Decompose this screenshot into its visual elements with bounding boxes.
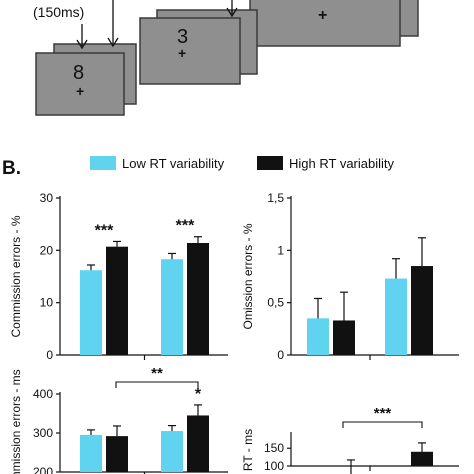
stimulus-screen-2 <box>139 17 241 85</box>
stimulus-screen-3 <box>249 0 401 47</box>
legend-swatch-high <box>257 156 283 170</box>
duration-label: (150ms) <box>33 4 84 20</box>
chart-1-bar <box>411 266 433 355</box>
chart-2-significance: ** <box>151 365 163 382</box>
chart-1-bar <box>307 318 329 355</box>
chart-3-significance: *** <box>374 405 392 422</box>
chart-0-bar <box>187 243 209 355</box>
chart-2-y-tick-label: 400 <box>33 387 53 401</box>
chart-2-y-label: Commission errors - ms <box>9 369 23 474</box>
chart-0-y-tick-label: 10 <box>40 296 54 310</box>
chart-3-y-tick-label: 150 <box>264 441 284 455</box>
panel-b-label: B. <box>2 158 21 179</box>
chart-0-y-tick-label: 20 <box>40 243 54 257</box>
chart-1-bar <box>385 278 407 355</box>
chart-1-y-label: Omission errors - % <box>241 223 255 329</box>
chart-0-bar <box>106 246 128 355</box>
stimulus-1-digit: 8 <box>73 62 84 84</box>
chart-0-y-label: Commission errors - % <box>9 215 23 337</box>
chart-1-y-tick-label: 0 <box>277 348 284 362</box>
chart-0-significance: *** <box>176 218 195 235</box>
chart-0-bar <box>80 270 102 355</box>
stimulus-screen-1 <box>35 52 125 116</box>
chart-1-y-tick-label: 1,5 <box>267 191 284 205</box>
stimulus-2-digit: 3 <box>177 26 188 48</box>
stimulus-1-fixation: + <box>76 83 84 99</box>
chart-1-y-tick-label: 0,5 <box>267 296 284 310</box>
chart-2-bar <box>80 434 102 472</box>
chart-0-y-tick-label: 30 <box>40 191 54 205</box>
timing-arrow-1-head <box>76 39 88 50</box>
legend-swatch-low <box>90 156 116 170</box>
chart-0-significance: *** <box>95 222 114 239</box>
timing-arrow-2-head <box>107 37 119 48</box>
chart-1-bar <box>333 320 355 355</box>
legend-label-low: Low RT variability <box>122 156 225 171</box>
chart-3-y-label: RT - ms <box>241 429 255 471</box>
chart-2-bar <box>161 431 183 472</box>
chart-2-y-tick-label: 300 <box>33 426 53 440</box>
chart-2-significance-bracket <box>115 381 199 388</box>
chart-3-bar <box>411 451 433 466</box>
legend-label-high: High RT variability <box>289 156 395 171</box>
chart-2-bar <box>187 415 209 472</box>
chart-2-significance: * <box>195 386 202 403</box>
chart-3-y-tick-label: 100 <box>264 459 284 473</box>
chart-0-bar <box>161 259 183 355</box>
panel-a: + 3 + 8 + (150ms) <box>33 0 419 116</box>
chart-3-significance-bracket <box>342 421 423 428</box>
legend: Low RT variability High RT variability <box>90 156 395 171</box>
stimulus-3-fixation: + <box>318 7 327 24</box>
chart-0-y-tick-label: 0 <box>46 348 53 362</box>
chart-2-y-tick-label: 200 <box>33 465 53 474</box>
stimulus-2-fixation: + <box>178 45 186 61</box>
timing-arrow-3-head <box>226 7 238 18</box>
chart-2-bar <box>106 436 128 472</box>
chart-1-y-tick-label: 1 <box>277 243 284 257</box>
